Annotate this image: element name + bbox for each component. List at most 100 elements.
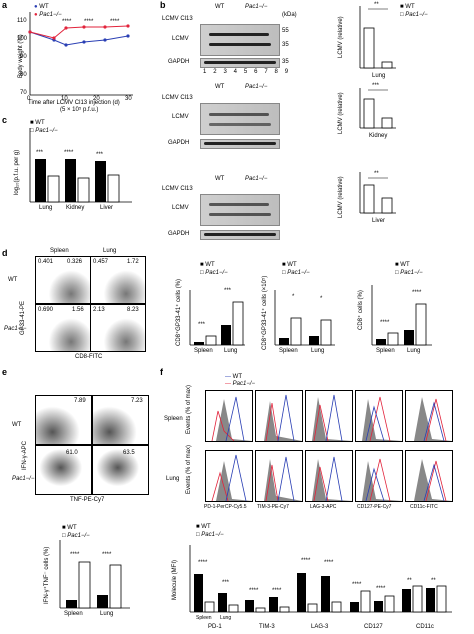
a-xtick-0: 0 bbox=[27, 96, 31, 102]
q-pac-spleen-ur: 1.56 bbox=[72, 307, 84, 313]
e-legend-wt: ■ WT bbox=[62, 525, 77, 531]
d-legend-pac-text: Pac1−/− bbox=[205, 270, 228, 276]
f-row-lung: Lung bbox=[166, 476, 180, 482]
q-pac-lung-ul: 2.13 bbox=[93, 307, 105, 313]
d1-group-lung: Lung bbox=[224, 348, 238, 354]
d-legend-wt-text: WT bbox=[205, 262, 215, 268]
panel-label-a: a bbox=[2, 0, 8, 10]
d3-legend-pac: □ Pac1−/− bbox=[395, 270, 423, 276]
b-legend-wt: ■ WT bbox=[400, 4, 415, 10]
a-xlabel1: Time after LCMV Cl13 injection (d) bbox=[28, 100, 120, 106]
f-legend-pac: — Pac1−/− bbox=[225, 381, 256, 387]
f-chart-legend-pac: □ Pac1−/− bbox=[196, 532, 224, 538]
blot-head-liver: LCMV Cl13 bbox=[162, 186, 193, 192]
d3-legend-wt: ■ WT bbox=[395, 262, 410, 268]
c-group-lung: Lung bbox=[39, 205, 53, 211]
d2-group-lung: Lung bbox=[311, 348, 325, 354]
f-legend-pac-text: Pac1−/− bbox=[232, 381, 256, 387]
e-v4: 63.5 bbox=[123, 450, 135, 456]
f-star-2: *** bbox=[222, 580, 230, 586]
blot-wt-liver: WT bbox=[215, 176, 225, 182]
f-star-10: ** bbox=[431, 578, 436, 584]
a-ytick-80: 80 bbox=[20, 72, 27, 78]
panel-d-chart1 bbox=[189, 290, 245, 346]
hist-spleen-cd11c bbox=[405, 390, 453, 442]
e-star-spleen: **** bbox=[70, 552, 80, 558]
f-sub-1: Spleen bbox=[196, 615, 212, 621]
flow-e-wt-lung: 7.23 bbox=[92, 395, 149, 445]
blot-gapdh-lung bbox=[200, 58, 280, 68]
blot-pac-lung: Pac1−/− bbox=[245, 4, 268, 10]
e-legend-pac-text: Pac1−/− bbox=[67, 533, 90, 539]
a-xlabel2: (5 × 10⁵ p.f.u.) bbox=[60, 107, 99, 113]
bar-c-liver-wt bbox=[95, 161, 106, 202]
e-row-pac: Pac1−/− bbox=[12, 476, 35, 482]
panel-f-chart bbox=[189, 545, 452, 613]
b-legend-wt-text: WT bbox=[405, 4, 415, 10]
c-legend-pac: □ Pac1−/− bbox=[30, 128, 58, 134]
d3-group-spleen: Spleen bbox=[376, 348, 395, 354]
blot-lanes-lung: 1 2 3 4 5 6 7 8 9 bbox=[203, 69, 291, 76]
f-group-tim3: TIM-3 bbox=[259, 624, 275, 630]
d-legend-pac: □ Pac1−/− bbox=[200, 270, 228, 276]
q-wt-lung-ur: 1.72 bbox=[127, 259, 139, 265]
panel-c-plot bbox=[29, 128, 132, 203]
bar-lung-pac bbox=[381, 61, 393, 69]
blot-lcmv-label-lung: LCMV bbox=[172, 36, 189, 42]
f-star-1: **** bbox=[198, 560, 208, 566]
f-star-9: ** bbox=[407, 578, 412, 584]
series-wt-line bbox=[29, 31, 129, 46]
d3-group-lung: Lung bbox=[407, 348, 421, 354]
b-ylabel-3: LCMV (relative) bbox=[338, 176, 344, 218]
hist-lung-tim3 bbox=[255, 450, 303, 502]
blot-pac-liver: Pac1−/− bbox=[245, 176, 268, 182]
lane-1: 1 bbox=[203, 69, 209, 75]
flow-e-pac-lung: 63.5 bbox=[92, 445, 149, 495]
a-ytick-70: 70 bbox=[20, 90, 27, 96]
d-row-wt: WT bbox=[8, 277, 18, 283]
panel-label-e: e bbox=[2, 367, 8, 377]
e-group-lung: Lung bbox=[100, 611, 114, 617]
d-legend-wt: ■ WT bbox=[200, 262, 215, 268]
d2-ylabel: CD8⁺GP33-41⁺ cells (×10⁵) bbox=[262, 275, 268, 350]
f-marker-cd11c: CD11c-FITC bbox=[410, 504, 438, 510]
e-v1: 7.89 bbox=[74, 398, 86, 404]
e-group-spleen: Spleen bbox=[64, 611, 83, 617]
e-legend-pac: □ Pac1−/− bbox=[62, 533, 90, 539]
e-star-lung: **** bbox=[102, 552, 112, 558]
c-legend-pac-text: Pac1−/− bbox=[35, 128, 58, 134]
flow-e-wt-spleen: 7.89 bbox=[35, 395, 92, 445]
hist-lung-cd127 bbox=[355, 450, 403, 502]
flow-d-wt-lung: 0.457 1.72 bbox=[90, 256, 146, 304]
d-ylabel: GP33-41-PE bbox=[20, 300, 26, 335]
b-star-lung: ** bbox=[374, 2, 379, 8]
d3-star-spleen: **** bbox=[380, 320, 390, 326]
panel-d-chart2 bbox=[274, 290, 335, 346]
flow-d-wt-spleen: 0.401 0.326 bbox=[35, 256, 91, 304]
blot-mw-55-lung: 55 bbox=[282, 28, 289, 34]
c-group-kidney: Kidney bbox=[66, 205, 85, 211]
f-group-lag3: LAG-3 bbox=[311, 624, 329, 630]
blot-lcmv-liver bbox=[200, 194, 280, 226]
blot-wt-kidney: WT bbox=[215, 84, 225, 90]
a-ytick-110: 110 bbox=[17, 18, 27, 24]
d3-legend-wt-text: WT bbox=[400, 262, 410, 268]
a-legend-pac-text: Pac1−/− bbox=[39, 12, 62, 18]
a-xtick-1: 10 bbox=[61, 96, 68, 102]
hist-spleen-pd1 bbox=[205, 390, 253, 442]
series-pac-line bbox=[29, 25, 129, 39]
bar-c-kidney-pac bbox=[77, 177, 90, 203]
blot-mw-35-lung: 35 bbox=[282, 42, 289, 48]
f-chart-ylabel: Molecule (MFI) bbox=[172, 559, 178, 600]
f-star-8: **** bbox=[376, 586, 386, 592]
a-ytick-90: 90 bbox=[20, 54, 27, 60]
d3-legend-pac-text: Pac1−/− bbox=[400, 270, 423, 276]
d2-legend-pac: □ Pac1−/− bbox=[282, 270, 310, 276]
e-xlabel: TNF-PE-Cy7 bbox=[70, 497, 105, 503]
blot-gapdh-label-lung: GAPDH bbox=[168, 59, 190, 65]
blot-head-lung: LCMV Cl13 bbox=[162, 16, 193, 22]
blot-lcmv-label-liver: LCMV bbox=[172, 205, 189, 211]
flow-d-pac-spleen: 0.690 1.56 bbox=[35, 304, 91, 352]
panel-b-quant bbox=[359, 6, 396, 214]
blot-pac-kidney: Pac1−/− bbox=[245, 84, 268, 90]
